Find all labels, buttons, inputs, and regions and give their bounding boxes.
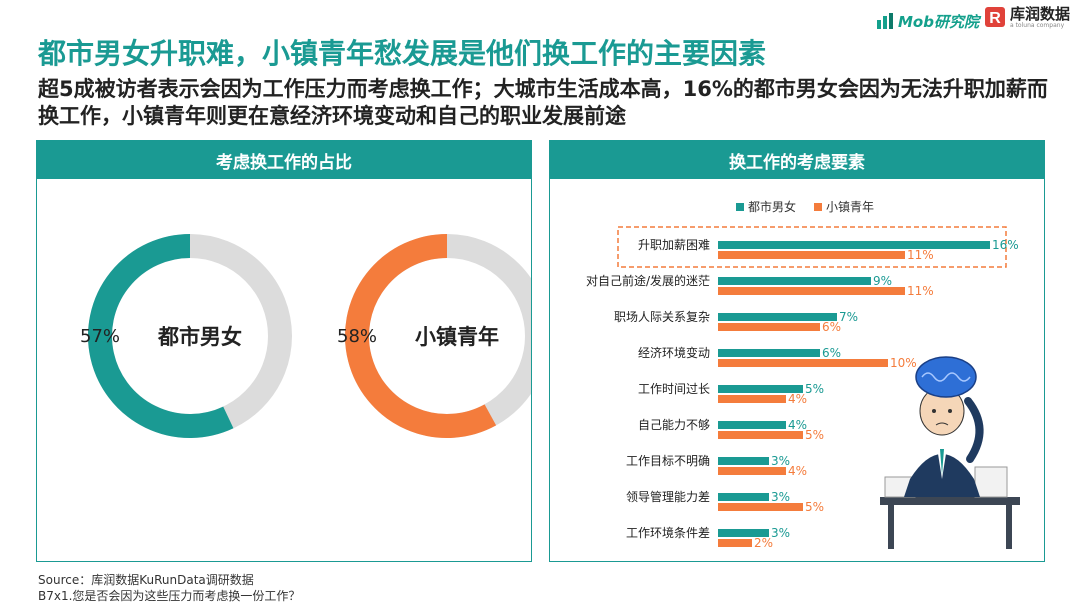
bar — [718, 313, 837, 321]
bar-value-label: 11% — [907, 284, 934, 298]
kurun-logo-sub: a toluna company — [1010, 22, 1065, 29]
legend-swatch — [736, 203, 744, 211]
bar-value-label: 4% — [788, 464, 807, 478]
person-arm — [964, 397, 984, 463]
bar-value-label: 9% — [873, 274, 892, 288]
bar-value-label: 6% — [822, 320, 841, 334]
bar-group: 工作环境条件差 3%2% — [626, 525, 790, 550]
category-label: 经济环境变动 — [638, 345, 710, 360]
bar — [718, 529, 769, 537]
bar — [718, 277, 871, 285]
question-line: B7x1.您是否会因为这些压力而考虑换一份工作？ — [38, 589, 301, 603]
chart-legend: 都市男女 小镇青年 — [736, 199, 874, 214]
bar-value-label: 5% — [805, 428, 824, 442]
category-label: 工作环境条件差 — [626, 525, 710, 540]
bar-group: 升职加薪困难 16% 11% — [638, 238, 1019, 262]
bar-value-label: 3% — [771, 454, 790, 468]
bar-value-label: 5% — [805, 500, 824, 514]
left-panel: 考虑换工作的占比 57% 都市男女 58% 小镇青年 — [36, 140, 532, 562]
category-label: 对自己前途/发展的迷茫 — [586, 273, 710, 288]
person-eye-right — [948, 409, 952, 413]
page-title: 都市男女升职难，小镇青年愁发展是他们换工作的主要因素 — [38, 37, 767, 70]
person-eye-left — [932, 409, 936, 413]
bar — [718, 431, 803, 439]
bar-value-label: 7% — [839, 310, 858, 324]
page-subtitle: 超5成被访者表示会因为工作压力而考虑换工作；大城市生活成本高，16%的都市男女会… — [38, 77, 1048, 128]
source-note: Source：库润数据KuRunData调研数据 B7x1.您是否会因为这些压力… — [38, 572, 300, 604]
kurun-logo-text: 库润数据 — [1010, 5, 1071, 23]
bar-value-label: 16% — [992, 238, 1019, 252]
bar-value-label: 2% — [754, 536, 773, 550]
mob-logo-text: Mob研究院 — [898, 12, 979, 31]
right-panel-header: 换工作的考虑要素 — [550, 141, 1044, 179]
bar — [718, 359, 888, 367]
bar — [718, 241, 990, 249]
donut-slice — [88, 234, 234, 438]
bar-group: 自己能力不够 4%5% — [638, 418, 824, 442]
bar-value-label: 4% — [788, 418, 807, 432]
category-label: 工作目标不明确 — [626, 454, 710, 468]
bar-value-label: 3% — [771, 526, 790, 540]
right-panel: 换工作的考虑要素 都市男女 小镇青年 升职加薪困难 16% 11% 对自己前途/发展的迷茫… — [549, 140, 1045, 562]
donut-center-label: 都市男女 — [157, 325, 242, 349]
bar-value-label: 10% — [890, 356, 917, 370]
bar — [718, 251, 905, 259]
bar-group: 职场人际关系复杂 7%6% — [614, 310, 858, 334]
bar — [718, 421, 786, 429]
desk-top — [880, 497, 1020, 505]
bar-value-label: 5% — [805, 382, 824, 396]
paper-stack-right — [974, 466, 1008, 498]
donut-2: 58% 小镇青年 — [337, 234, 531, 438]
category-label: 领导管理能力差 — [626, 489, 710, 504]
left-panel-header: 考虑换工作的占比 — [37, 141, 531, 179]
legend-label: 小镇青年 — [826, 200, 874, 214]
bar-value-label: 6% — [822, 346, 841, 360]
donut-center-label: 小镇青年 — [415, 325, 499, 349]
brain-folds — [921, 372, 971, 382]
bar-group: 领导管理能力差 3% 5% — [626, 489, 824, 514]
legend-swatch — [814, 203, 822, 211]
bar — [718, 385, 803, 393]
category-label: 升职加薪困难 — [638, 238, 710, 252]
bar — [718, 395, 786, 403]
bar-group: 经济环境变动 6% 10% — [638, 345, 917, 370]
bar-group: 工作目标不明确 3%4% — [626, 454, 807, 478]
bar — [718, 457, 769, 465]
thinking-person-illustration — [880, 356, 1020, 549]
bar-value-label: 3% — [771, 490, 790, 504]
bar-value-label: 4% — [788, 392, 807, 406]
bar — [718, 539, 752, 547]
category-label: 工作时间过长 — [638, 382, 710, 396]
person-tie — [940, 449, 944, 475]
donut-slice — [345, 234, 497, 438]
bar-group: 工作时间过长 5%4% — [638, 382, 824, 406]
category-label: 职场人际关系复杂 — [614, 310, 710, 324]
bar — [718, 493, 769, 501]
bar-group: 对自己前途/发展的迷茫 9% 11% — [586, 273, 934, 298]
donut-value-label: 58% — [337, 326, 377, 347]
kurun-logo: R 库润数据 a toluna company — [984, 6, 1070, 30]
donut-1: 57% 都市男女 — [80, 234, 292, 438]
kurun-logo-icon: R — [985, 7, 1005, 27]
bar-value-label: 11% — [907, 248, 934, 262]
bar — [718, 323, 820, 331]
bar — [718, 349, 820, 357]
bar — [718, 287, 905, 295]
category-label: 自己能力不够 — [638, 418, 710, 432]
svg-text:R: R — [989, 10, 1001, 27]
highlight-box — [617, 226, 1007, 268]
mob-logo-icon — [877, 13, 893, 29]
donut-value-label: 57% — [80, 326, 120, 347]
donut-chart: 57% 都市男女 58% 小镇青年 — [80, 234, 531, 438]
desk-leg-right — [1006, 505, 1012, 549]
person-mouth — [935, 422, 949, 426]
source-line: Source：库润数据KuRunData调研数据 — [38, 573, 254, 587]
bar — [718, 503, 803, 511]
bar — [718, 467, 786, 475]
mob-logo: Mob研究院 — [876, 8, 979, 34]
desk-leg-left — [888, 505, 894, 549]
legend-label: 都市男女 — [748, 199, 796, 214]
